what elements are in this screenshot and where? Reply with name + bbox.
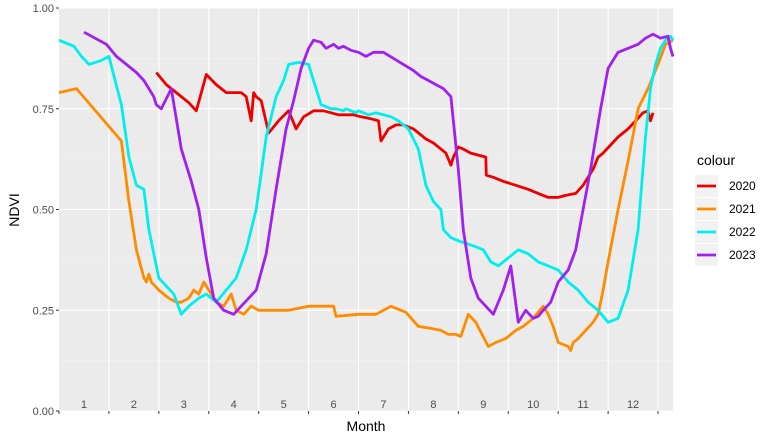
- series-lines: [58, 30, 675, 353]
- x-month-label: 4: [231, 399, 237, 411]
- x-month-label: 5: [281, 399, 287, 411]
- legend: colour 2020 2021 2022 2023: [695, 152, 756, 266]
- legend-label-2023: 2023: [729, 248, 756, 262]
- legend-title: colour: [697, 152, 735, 168]
- x-month-label: 12: [627, 399, 639, 411]
- y-tick-label: 0.25: [33, 305, 54, 317]
- x-month-label: 8: [430, 399, 436, 411]
- series-line-2021: [58, 38, 674, 353]
- legend-label-2021: 2021: [729, 202, 756, 216]
- series-line-2023: [83, 30, 675, 324]
- series-line-2022: [58, 34, 675, 324]
- legend-label-2020: 2020: [729, 179, 756, 193]
- x-month-label: 6: [330, 399, 336, 411]
- y-tick-label: 0.50: [33, 205, 54, 217]
- x-month-label: 10: [527, 399, 539, 411]
- series-line-2020: [155, 71, 655, 199]
- x-axis-title: Month: [347, 418, 386, 434]
- x-month-label: 3: [181, 399, 187, 411]
- x-month-label: 2: [131, 399, 137, 411]
- x-month-label: 11: [577, 399, 588, 411]
- y-tick-label: 0.75: [33, 104, 54, 116]
- legend-label-2022: 2022: [729, 225, 756, 239]
- y-axis: 0.00 0.25 0.50 0.75 1.00: [33, 3, 59, 418]
- grid-lines: [59, 7, 673, 412]
- y-tick-label: 0.00: [33, 406, 54, 418]
- x-month-label: 9: [480, 399, 486, 411]
- x-month-label: 7: [380, 399, 386, 411]
- x-axis: 1 2 3 4 5 6 7 8 9 10 11 12: [58, 399, 659, 414]
- y-axis-title: NDVI: [6, 193, 22, 226]
- y-tick-label: 1.00: [33, 3, 54, 15]
- x-month-label: 1: [81, 399, 87, 411]
